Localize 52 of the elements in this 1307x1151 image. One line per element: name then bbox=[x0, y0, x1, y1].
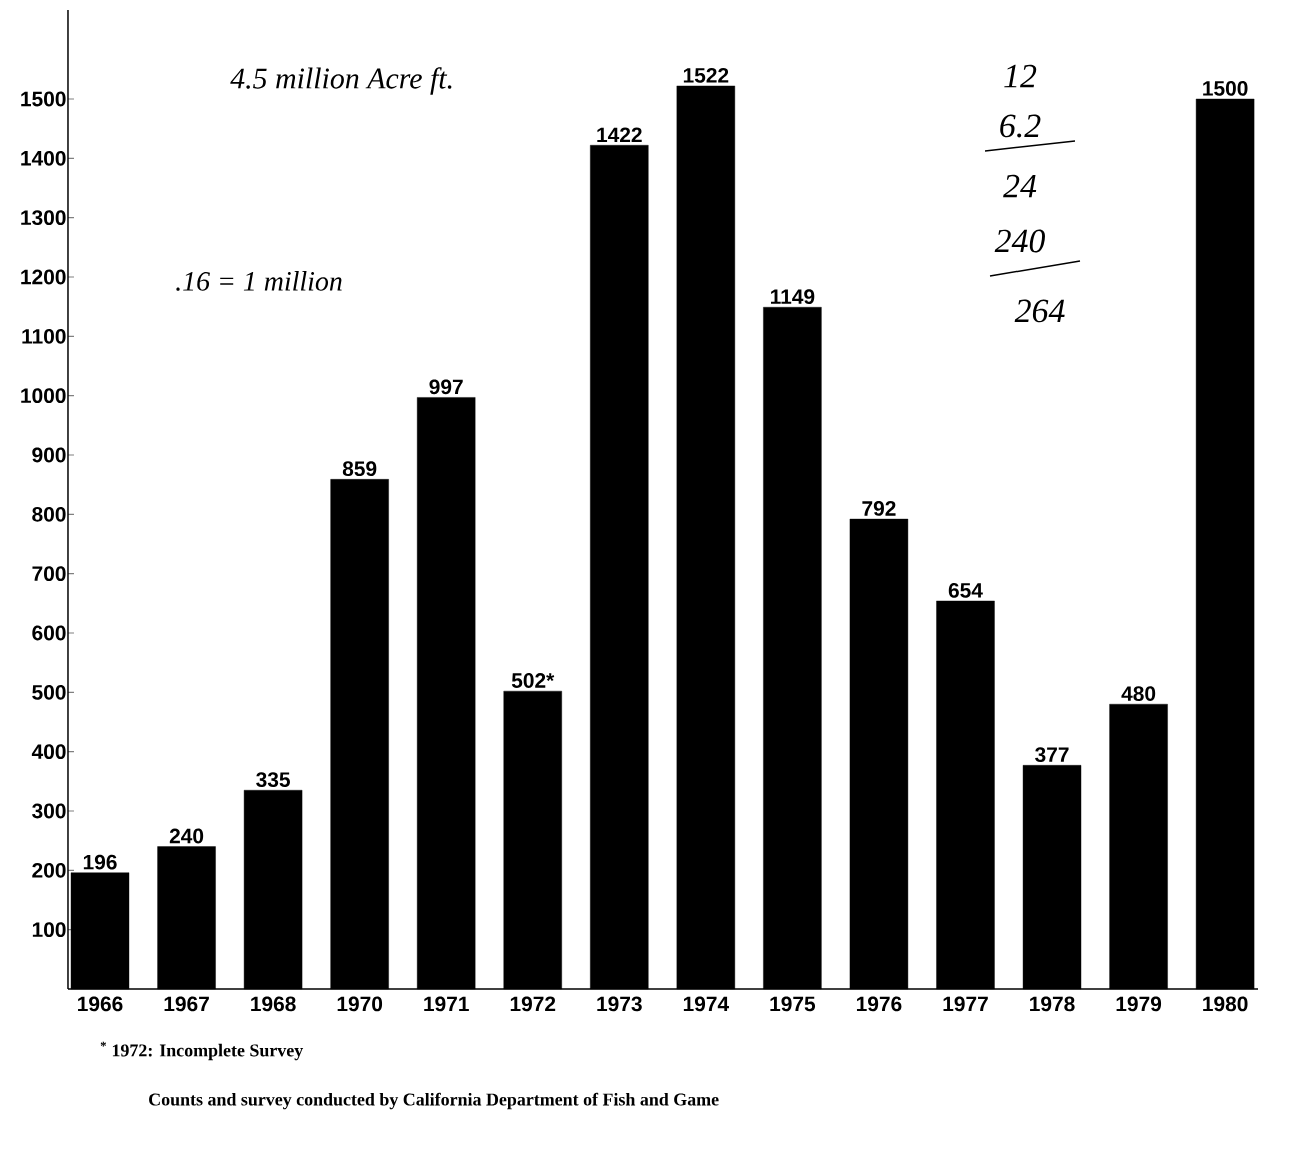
x-tick-label: 1976 bbox=[856, 996, 902, 1012]
y-tick-label: 400 bbox=[31, 744, 66, 760]
data-label: 997 bbox=[429, 379, 463, 395]
x-tick-label: 1968 bbox=[251, 996, 296, 1012]
y-tick-label: 700 bbox=[32, 566, 66, 582]
text: Counts and survey conducted by California Department of Fish and Game bbox=[149, 1092, 719, 1110]
x-tick-label: 1974 bbox=[683, 996, 729, 1012]
data-label: 1149 bbox=[771, 289, 815, 305]
y-tick-label: 1200 bbox=[21, 269, 66, 285]
y-tick-label: 300 bbox=[32, 803, 66, 819]
annotation: 4.5 million Acre ft. bbox=[230, 67, 452, 95]
data-label: 335 bbox=[256, 772, 290, 788]
x-tick-label: 1967 bbox=[164, 996, 209, 1012]
x-tick-label: 1971 bbox=[424, 996, 469, 1012]
x-tick-label: 1977 bbox=[943, 996, 988, 1012]
y-tick-label: 100 bbox=[32, 922, 66, 938]
data-label: 502* bbox=[511, 673, 555, 688]
x-tick-label: 1966 bbox=[78, 996, 123, 1012]
y-tick-label: 1000 bbox=[21, 388, 66, 404]
x-tick-label: 1979 bbox=[1116, 996, 1162, 1012]
annotation: 24 bbox=[1003, 174, 1037, 198]
x-tick-label: 1970 bbox=[337, 996, 383, 1012]
data-label: 240 bbox=[169, 828, 204, 844]
x-tick-label: 1973 bbox=[597, 996, 642, 1012]
annotation: 264 bbox=[1014, 299, 1065, 323]
y-tick-label: 1500 bbox=[21, 91, 66, 107]
y-tick-label: 500 bbox=[32, 684, 66, 700]
annotation: 240 bbox=[994, 229, 1045, 253]
y-tick-label: 1400 bbox=[21, 150, 66, 166]
x-tick-label: 1972 bbox=[510, 996, 556, 1012]
data-label: 1422 bbox=[597, 127, 642, 143]
annotation: 12 bbox=[1004, 64, 1037, 88]
data-label: 859 bbox=[342, 461, 377, 477]
data-label: 377 bbox=[1035, 747, 1069, 763]
data-label: 196 bbox=[83, 854, 117, 870]
x-tick-label: 1975 bbox=[770, 996, 816, 1012]
data-label: 480 bbox=[1121, 686, 1156, 701]
data-label: 654 bbox=[948, 582, 983, 598]
y-tick-label: 200 bbox=[32, 862, 66, 878]
y-tick-label: 1100 bbox=[22, 328, 66, 344]
y-tick-label: 900 bbox=[32, 447, 66, 463]
data-label: 1522 bbox=[683, 67, 729, 83]
y-tick-label: 1300 bbox=[21, 210, 66, 226]
data-label: 792 bbox=[862, 501, 896, 516]
y-tick-label: 800 bbox=[32, 506, 66, 522]
text: $^{*}$ 1972: Incomplete Survey bbox=[100, 1041, 304, 1061]
x-tick-label: 1980 bbox=[1203, 996, 1248, 1012]
annotation: 6.2 bbox=[1000, 114, 1041, 138]
annotation: .16 = 1 million bbox=[176, 271, 342, 291]
y-tick-label: 600 bbox=[32, 625, 66, 641]
x-tick-label: 1978 bbox=[1030, 996, 1075, 1012]
data-label: 1500 bbox=[1203, 80, 1248, 96]
